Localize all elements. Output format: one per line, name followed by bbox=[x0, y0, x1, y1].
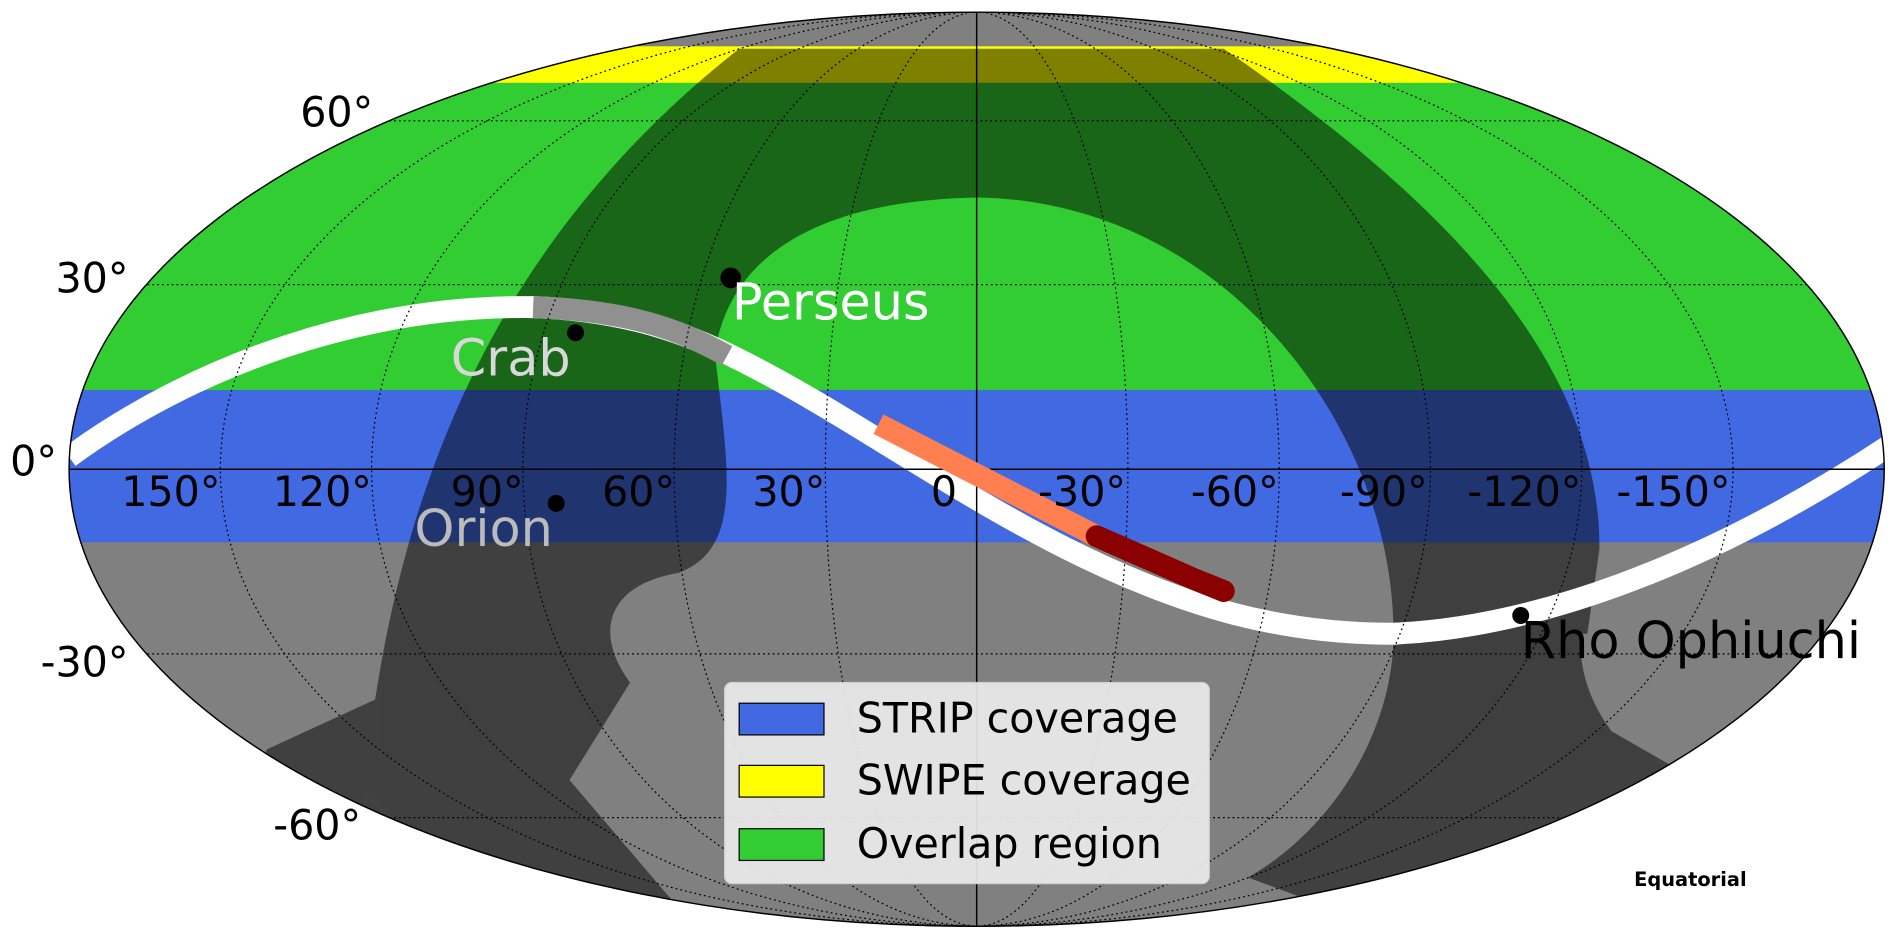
lon-tick-label: 90° bbox=[451, 468, 524, 516]
galactic-plane-shadow bbox=[532, 296, 733, 366]
source-marker bbox=[567, 324, 585, 342]
graticule-line bbox=[985, 12, 1583, 927]
graticule-line bbox=[219, 12, 966, 927]
source-label: Rho Ophiuchi bbox=[1521, 612, 1861, 671]
lon-tick-label: -90° bbox=[1340, 468, 1428, 516]
graticule-line bbox=[370, 12, 968, 927]
legend: STRIP coverage SWIPE coverage Overlap re… bbox=[724, 681, 1210, 885]
galactic-plane bbox=[69, 296, 1885, 645]
lat-tick-label: -30° bbox=[41, 638, 129, 686]
lat-tick-label: -60° bbox=[273, 802, 361, 850]
strip-scan-2 bbox=[1085, 525, 1235, 603]
legend-swatch bbox=[738, 702, 825, 736]
legend-swatch bbox=[738, 764, 825, 798]
source-marker bbox=[547, 494, 565, 512]
strip-scan-1 bbox=[873, 414, 1102, 547]
lon-tick-label: 0 bbox=[931, 468, 957, 516]
lon-tick-label: 60° bbox=[602, 468, 675, 516]
longitude-labels: 150° 120° 90° 60° 30° 0 -30° -60° -90° -… bbox=[121, 468, 1730, 516]
source-label: Orion bbox=[414, 500, 553, 559]
lon-tick-label: 30° bbox=[752, 468, 825, 516]
graticule-line bbox=[983, 12, 1432, 927]
legend-label: SWIPE coverage bbox=[857, 757, 1191, 805]
lon-tick-label: -30° bbox=[1038, 468, 1126, 516]
graticule-line bbox=[988, 12, 1734, 927]
lon-tick-label: -150° bbox=[1616, 468, 1730, 516]
graticule-line bbox=[522, 12, 970, 927]
graticule-line bbox=[673, 12, 973, 927]
lon-tick-label: -120° bbox=[1467, 468, 1581, 516]
legend-label: Overlap region bbox=[857, 820, 1162, 868]
source-marker bbox=[1512, 606, 1530, 624]
lon-tick-label: -60° bbox=[1191, 468, 1279, 516]
lat-tick-label: 60° bbox=[300, 89, 373, 137]
map-border bbox=[68, 11, 1885, 927]
legend-swatch bbox=[738, 828, 825, 862]
lat-tick-label: 0° bbox=[10, 437, 57, 485]
source-marker bbox=[720, 267, 741, 289]
legend-box bbox=[724, 681, 1210, 885]
sources: Perseus Crab Orion Rho Ophiuchi bbox=[414, 267, 1861, 671]
graticule-line bbox=[981, 12, 1280, 927]
latitude-labels: 60° 30° 0° -30° -60° bbox=[10, 89, 373, 850]
source-label: Perseus bbox=[732, 273, 930, 332]
lon-tick-label: 120° bbox=[273, 468, 372, 516]
legend-label: STRIP coverage bbox=[857, 694, 1178, 742]
lon-tick-label: 150° bbox=[121, 468, 220, 516]
frame-label: Equatorial bbox=[1634, 868, 1747, 891]
source-label: Crab bbox=[451, 329, 571, 388]
lat-tick-label: 30° bbox=[55, 254, 128, 302]
